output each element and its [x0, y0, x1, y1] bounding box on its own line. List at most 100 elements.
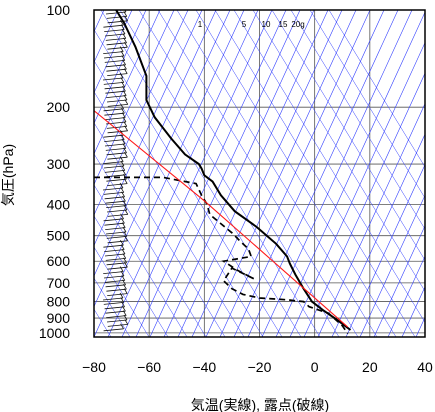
wind-barb	[103, 244, 124, 248]
wind-barb	[104, 280, 125, 283]
wind-barb-flag	[123, 63, 127, 70]
wind-barb	[105, 64, 126, 68]
x-tick-label: −40	[192, 359, 216, 375]
adiabat-line	[290, 10, 425, 230]
wind-barb	[107, 324, 128, 327]
mixing-ratio-label: 5	[242, 20, 247, 29]
wind-barb	[106, 178, 127, 182]
y-tick-label: 1000	[39, 325, 70, 341]
wind-barb	[106, 236, 127, 239]
wind-barb-flag	[124, 209, 129, 215]
isotherm-line	[247, 10, 399, 337]
wind-barb-flag	[121, 165, 126, 171]
wind-barb-flag	[124, 125, 128, 132]
wind-barb	[105, 227, 126, 230]
wind-barb-flag	[123, 314, 128, 321]
wind-barb-flag	[121, 217, 125, 224]
adiabat-line	[100, 10, 302, 337]
wind-barb	[105, 284, 126, 288]
isotherm-line	[94, 10, 147, 125]
y-tick-label: 300	[47, 156, 71, 172]
wind-barb	[104, 249, 125, 252]
y-tick-label: 200	[47, 99, 71, 115]
y-tick-label: 600	[47, 253, 71, 269]
wind-barb-flag	[120, 134, 125, 140]
wind-barb	[106, 205, 127, 208]
adiabat-line	[94, 29, 283, 337]
wind-barb	[103, 161, 124, 164]
wind-barb	[103, 192, 124, 195]
wind-barb-flag	[121, 191, 125, 198]
mixing-ratio-label: 15	[279, 20, 288, 29]
wind-barb-flag	[120, 77, 125, 83]
wind-barb-flag	[123, 204, 128, 211]
x-axis-label: 気温(実線), 露点(破線)	[191, 397, 329, 412]
temperature-line	[115, 10, 352, 331]
wind-barb	[103, 108, 124, 112]
x-tick-label: −80	[82, 359, 106, 375]
wind-barb-flag	[122, 200, 127, 206]
adiabat-line	[94, 60, 264, 337]
isotherm-line	[107, 10, 259, 337]
wind-barb-flag	[122, 169, 126, 176]
wind-barb-flag	[123, 283, 127, 290]
adiabat-line	[94, 277, 131, 337]
isotherm-line	[219, 10, 371, 337]
wind-barb-flag	[122, 85, 126, 92]
y-tick-label: 400	[47, 196, 71, 212]
wind-barb	[104, 29, 125, 32]
mixing-ratio-label: 20g	[291, 20, 304, 29]
wind-barb-flag	[120, 244, 125, 250]
adiabat-line	[119, 10, 321, 337]
isotherm-line	[275, 11, 425, 337]
wind-barb	[104, 143, 126, 147]
wind-barb-flag	[124, 41, 128, 48]
y-tick-label: 800	[47, 294, 71, 310]
wind-barb-flag	[120, 24, 125, 30]
adiabat-line	[94, 215, 169, 337]
wind-barb	[105, 148, 126, 151]
wind-barb-flag	[121, 301, 125, 308]
wind-barb	[107, 240, 128, 244]
wind-barb-flag	[124, 15, 128, 22]
isotherm-line	[121, 10, 273, 337]
isotherm-line	[317, 103, 425, 337]
wind-barb-flag	[122, 253, 127, 259]
wind-barb-flag	[123, 231, 128, 237]
wind-barb	[104, 222, 125, 226]
adiabat-line	[94, 184, 188, 337]
wind-barb	[107, 214, 128, 217]
wind-barb-flag	[121, 138, 126, 145]
wind-barb-flag	[124, 261, 128, 268]
wind-barb-flag	[122, 59, 126, 66]
isotherm-line	[94, 10, 217, 277]
grid-lines	[94, 10, 425, 337]
wind-barb-flag	[123, 68, 128, 74]
adiabat-line	[94, 91, 245, 337]
wind-barb	[103, 275, 125, 279]
wind-barb	[106, 262, 127, 266]
isotherm-line	[94, 10, 189, 216]
wind-barb-flag	[121, 107, 125, 114]
adiabat-line	[233, 10, 425, 323]
wind-barb	[105, 200, 126, 204]
wind-barb	[107, 156, 128, 160]
wind-barb-flag	[119, 46, 124, 52]
wind-barb	[104, 306, 125, 310]
isotherm-line	[331, 133, 425, 337]
adiabat-line	[271, 10, 425, 261]
adiabat-line	[157, 10, 359, 337]
dewpoint-line	[94, 176, 349, 335]
wind-barb	[106, 152, 127, 156]
isotherm-line	[94, 10, 133, 94]
wind-barb	[104, 253, 126, 257]
wind-barb-flag	[123, 37, 127, 44]
wind-barb-flag	[121, 55, 126, 61]
wind-barb	[107, 130, 128, 134]
wind-barb	[107, 266, 128, 270]
wind-barb	[103, 328, 124, 332]
x-tick-labels: −80 −60 −40 −20 0 20 40	[82, 359, 433, 375]
wind-barb-flag	[124, 10, 127, 13]
wind-barb-flag	[119, 72, 124, 79]
wind-barb	[103, 55, 125, 59]
